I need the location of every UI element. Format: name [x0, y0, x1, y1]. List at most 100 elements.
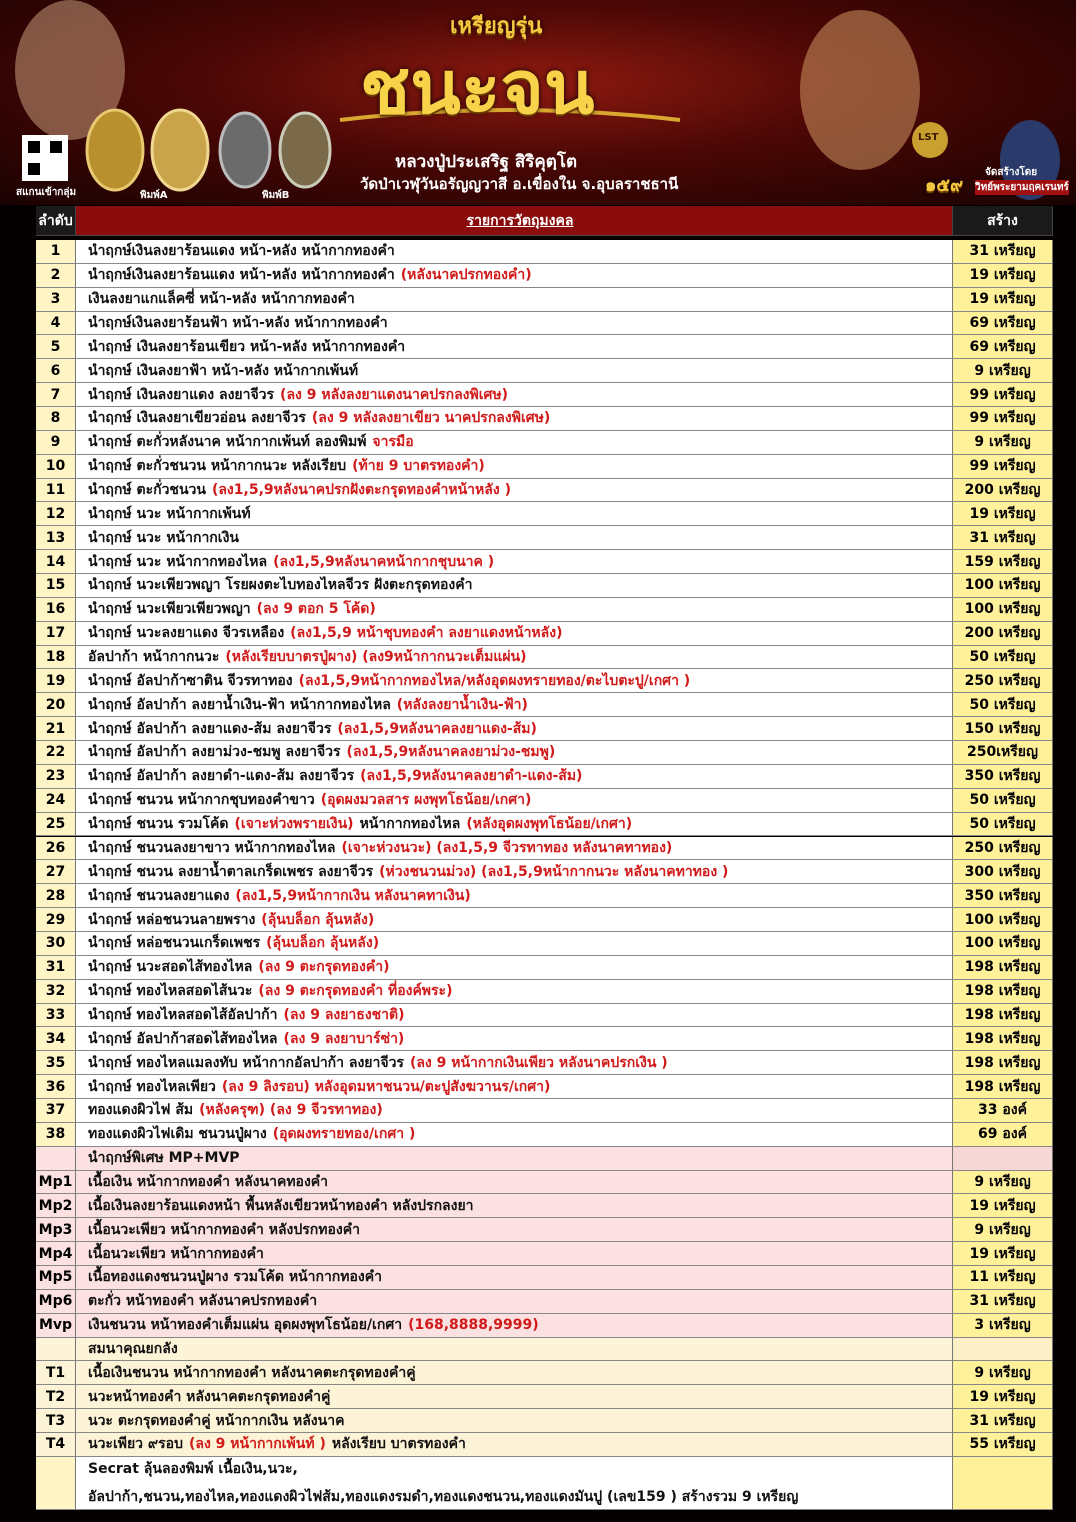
description-part: (ห่วงชนวนม่วง) (ลง1,5,9หน้ากากนวะ หลังนา…: [379, 863, 729, 880]
row-number-text: 24: [45, 792, 66, 809]
row-number-text: 14: [45, 553, 66, 570]
monk-portrait: [800, 10, 920, 170]
description: นำฤกษ์ ทองไหลสอดไส้อัลปาก้า (ลง 9 ลงยาธงช…: [76, 1003, 953, 1028]
row-number: 7: [36, 383, 76, 408]
description-part: นวะหน้าทองคำ หลังนาคตะกรุดทองคำคู่: [88, 1388, 331, 1405]
description-part: (ท้าย 9 บาตรทองคำ): [352, 458, 485, 475]
table-row: 1 นำฤกษ์เงินลงยาร้อนแดง หน้า-หลัง หน้ากาก…: [36, 240, 1053, 264]
description: นำฤกษ์ อัลปาก้า ลงยาแดง-ส้ม ลงยาจีวร (ลง1…: [76, 717, 953, 742]
description-part: (เจาะห่วงพรายเงิน): [234, 816, 354, 833]
amount: 31 เหรียญ: [953, 1409, 1053, 1433]
table-row: 7 นำฤกษ์ เงินลงยาแดง ลงยาจีวร (ลง 9 หลังลง…: [36, 383, 1053, 408]
amount-text: 31 เหรียญ: [969, 243, 1036, 260]
description: นำฤกษ์ หล่อชนวนเกร็ดเพชร (ลุ้นบล็อก ลุ้นห…: [76, 931, 953, 956]
amount: 100 เหรียญ: [953, 931, 1053, 956]
row-number-text: Mp4: [38, 1245, 73, 1262]
row-number: 12: [36, 502, 76, 527]
table-row: 19 นำฤกษ์ อัลปาก้าซาติน จีวรทาทอง (ลง1,5,9…: [36, 669, 1053, 694]
description-part: (ลง 9 ลงยาบาร์ซ่า): [283, 1030, 405, 1047]
row-number-text: Mp2: [38, 1197, 73, 1214]
amount: 200 เหรียญ: [953, 621, 1053, 646]
amount-text: 99 เหรียญ: [969, 458, 1036, 475]
table-row: 6 นำฤกษ์ เงินลงยาฟ้า หน้า-หลัง หน้ากากเพ้…: [36, 359, 1053, 384]
amount: [953, 1146, 1053, 1171]
description-part: นำฤกษ์ เงินลงยาแดง ลงยาจีวร: [88, 386, 275, 403]
row-number: 32: [36, 979, 76, 1004]
description: นำฤกษ์ นวะสอดไส้ทองไหล (ลง 9 ตะกรุดทองคำ): [76, 955, 953, 980]
amount-text: 198 เหรียญ: [964, 1030, 1041, 1047]
medal: [278, 111, 332, 189]
table-row: 26 นำฤกษ์ ชนวนลงยาขาว หน้ากากทองไหล (เจาะห…: [36, 836, 1053, 861]
description: นำฤกษ์ เงินลงยาร้อนเขียว หน้า-หลัง หน้าก…: [76, 335, 953, 360]
description-part: (หลังนาคปรกทองคำ): [400, 267, 532, 284]
table-row: 18 อัลปาก้า หน้ากากนวะ (หลังเรียบบาตรปู่ผา…: [36, 645, 1053, 670]
table-row: 9 นำฤกษ์ ตะกั่วหลังนาค หน้ากากเพ้นท์ ลองพ…: [36, 430, 1053, 455]
description-part: ทองแดงผิวไฟเดิม ชนวนปู่ผาง: [88, 1126, 267, 1143]
amount: 33 องค์: [953, 1098, 1053, 1123]
description: ทองแดงผิวไฟ ส้ม (หลังครุฑ) (ลง 9 จีวรทาทอ…: [76, 1098, 953, 1123]
description: นำฤกษ์ นวะ หน้ากากเพ้นท์: [76, 502, 953, 527]
description: นวะหน้าทองคำ หลังนาคตะกรุดทองคำคู่: [76, 1385, 953, 1410]
table-row: 5 นำฤกษ์ เงินลงยาร้อนเขียว หน้า-หลัง หน้า…: [36, 335, 1053, 360]
amount-text: 100 เหรียญ: [964, 601, 1041, 618]
description: ทองแดงผิวไฟเดิม ชนวนปู่ผาง (อุดผงทรายทอง/…: [76, 1122, 953, 1147]
table-row: 21 นำฤกษ์ อัลปาก้า ลงยาแดง-ส้ม ลงยาจีวร (ล…: [36, 717, 1053, 742]
amount-text: 50 เหรียญ: [969, 816, 1036, 833]
column-header: สร้าง: [953, 206, 1053, 236]
amount: 19 เหรียญ: [953, 263, 1053, 288]
amount: 19 เหรียญ: [953, 1194, 1053, 1219]
description-part: นวะ ตะกรุดทองคำคู่ หน้ากากเงิน หลังนาค: [88, 1412, 345, 1429]
description-part: (ลง1,5,9หลังนาคลงยาแดง-ส้ม): [337, 720, 537, 737]
description-part: นำฤกษ์ นวะลงยาแดง จีวรเหลือง: [88, 625, 285, 642]
description-part: นำฤกษ์ เงินลงยาเขียวอ่อน ลงยาจีวร: [88, 410, 306, 427]
row-number-text: 32: [45, 983, 66, 1000]
description-part: (ลง1,5,9หลังนาคหน้ากากชุบนาค ): [273, 553, 495, 570]
table-row: 22 นำฤกษ์ อัลปาก้า ลงยาม่วง-ชมพู ลงยาจีวร…: [36, 741, 1053, 765]
row-number: Mp4: [36, 1242, 76, 1266]
amount-text: 198 เหรียญ: [964, 1006, 1041, 1023]
description: นำฤกษ์ นวะ หน้ากากเงิน: [76, 526, 953, 551]
description-part: นำฤกษ์ นวะ หน้ากากเงิน: [88, 529, 239, 546]
badge-label: LST: [918, 132, 939, 143]
description-part: (ลง1,5,9หลังนาคลงยาดำ-แดง-ส้ม): [360, 768, 583, 785]
description-part: นำฤกษ์ ชนวน รวมโค้ด: [88, 816, 229, 833]
amount-text: 33 องค์: [978, 1102, 1027, 1119]
description-part: นำฤกษ์ อัลปาก้า ลงยาแดง-ส้ม ลงยาจีวร: [88, 720, 332, 737]
banner: เหรียญรุ่น ชนะจน หลวงปู่ประเสริฐ สิริคุต…: [0, 0, 1076, 205]
amount: 50 เหรียญ: [953, 788, 1053, 813]
table-row: Mp5 เนื้อทองแดงชนวนปู่ผาง รวมโค้ด หน้ากาก…: [36, 1265, 1053, 1290]
amount-text: 19 เหรียญ: [969, 1197, 1036, 1214]
row-number: 31: [36, 955, 76, 980]
row-number-text: 23: [45, 768, 66, 785]
table-row: Mvp เงินชนวน หน้าทองคำเต็มแผ่น อุดผงพุทโธ…: [36, 1313, 1053, 1338]
row-number: 25: [36, 812, 76, 837]
description: อัลปาก้า หน้ากากนวะ (หลังเรียบบาตรปู่ผาง)…: [76, 645, 953, 670]
amount-text: 50 เหรียญ: [969, 792, 1036, 809]
row-number: 15: [36, 574, 76, 598]
row-number: Mp1: [36, 1170, 76, 1195]
column-header: รายการวัตถุมงคล: [76, 206, 953, 236]
amount-text: 100 เหรียญ: [964, 935, 1041, 952]
amount: 69 เหรียญ: [953, 311, 1053, 336]
row-number-text: 4: [50, 315, 61, 331]
ornament: [339, 108, 681, 122]
description-part: (หลังเรียบบาตรปู่ผาง) (ลง9หน้ากากนวะเต็ม…: [225, 649, 527, 666]
row-number-text: 9: [50, 434, 61, 451]
row-number: 37: [36, 1098, 76, 1123]
row-number: 13: [36, 526, 76, 551]
row-number-text: 28: [45, 887, 66, 904]
row-number: 16: [36, 597, 76, 622]
description-part: นำฤกษ์เงินลงยาร้อนแดง หน้า-หลัง หน้ากากท…: [88, 243, 395, 260]
row-number: Mp2: [36, 1194, 76, 1219]
table-row: Mp2 เนื้อเงินลงยาร้อนแดงหน้า พื้นหลังเขีย…: [36, 1194, 1053, 1219]
description-part: อัลปาก้า,ชนวน,ทองไหล,ทองแดงผิวไฟส้ม,ทองแ…: [88, 1488, 799, 1505]
row-number: 20: [36, 693, 76, 718]
row-number-text: 21: [45, 720, 66, 737]
row-number-text: Mp6: [38, 1293, 73, 1310]
row-number-text: T3: [45, 1412, 66, 1429]
description-part: นำฤกษ์ ทองไหลสอดไส้นวะ: [88, 983, 253, 1000]
description-part: นำฤกษ์ นวะ หน้ากากเพ้นท์: [88, 505, 251, 522]
row-number-text: 2: [50, 267, 61, 284]
row-number-text: Mp1: [38, 1173, 73, 1190]
title: ชนะจน: [360, 45, 595, 131]
